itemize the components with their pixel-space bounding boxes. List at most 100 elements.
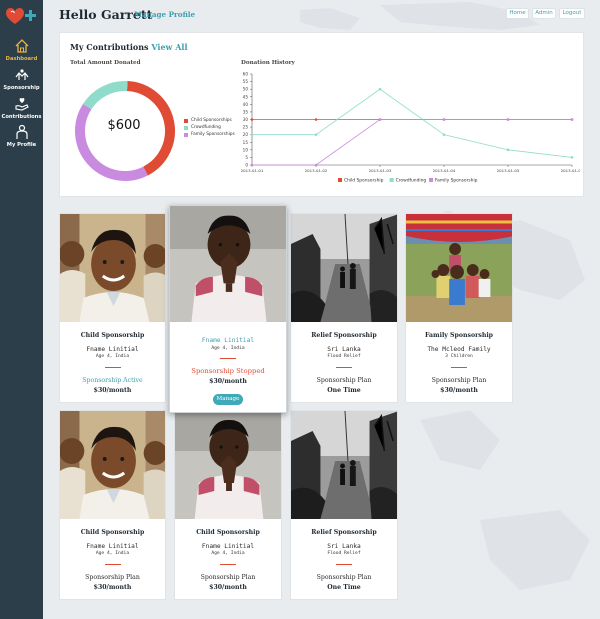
sponsorship-card[interactable]: Relief Sponsorship Sri Lanka Flood Relief S… xyxy=(290,213,398,403)
card-name: Fname Linitial xyxy=(201,543,255,550)
card-name: Fname Linitial xyxy=(86,543,139,550)
card-subtitle: Age 4, India xyxy=(95,354,130,359)
nav-home-button[interactable]: Home xyxy=(506,8,529,19)
girl-praying-photo xyxy=(175,411,281,519)
card-type: Child Sponsorship xyxy=(196,529,260,536)
card-status: Sponsorship Plan xyxy=(200,574,256,581)
data-point xyxy=(506,148,510,152)
pie-slice-child-sponsorships xyxy=(126,81,175,176)
donut-chart xyxy=(75,81,175,181)
contributions-title-text: My Contributions xyxy=(70,42,149,52)
y-tick-label: 25 xyxy=(243,125,249,130)
hands-icon xyxy=(15,69,28,80)
heart-plus-logo[interactable] xyxy=(6,8,37,26)
sponsorship-card[interactable]: Child Sponsorship Fname Linitial Age 4, In… xyxy=(59,410,166,600)
card-subtitle: Age 4, India xyxy=(95,551,130,556)
total-donated-label: Total Amount Donated xyxy=(70,60,141,66)
card-divider xyxy=(104,367,121,368)
y-tick-label: 5 xyxy=(245,155,248,160)
card-name: Fname Linitial xyxy=(201,337,255,344)
card-divider xyxy=(104,564,121,565)
card-amount: One Time xyxy=(327,387,361,394)
card-type: Relief Sponsorship xyxy=(311,332,377,339)
card-photo xyxy=(60,214,165,322)
nav-logout-button[interactable]: Logout xyxy=(559,8,585,19)
card-type: Child Sponsorship xyxy=(80,529,145,536)
card-divider xyxy=(336,564,352,565)
sidebar-item-label: Sponsorship xyxy=(3,85,40,91)
x-tick-label: 2013-01-06 xyxy=(561,168,580,173)
sidebar-item-label: Contributions xyxy=(1,114,42,120)
card-subtitle: 3 Children xyxy=(445,354,473,359)
data-point xyxy=(250,118,254,121)
card-photo xyxy=(170,206,286,322)
contributions-panel: My Contributions View All Total Amount D… xyxy=(59,32,584,197)
data-point xyxy=(442,133,446,136)
manage-button[interactable]: Manage xyxy=(213,394,243,405)
pie-slice-crowdfunding xyxy=(83,81,128,110)
legend-swatch xyxy=(429,178,434,182)
card-divider xyxy=(220,358,236,359)
series-line-family-sponsorship xyxy=(252,119,572,166)
legend-label: Child Sponsorships xyxy=(191,118,232,123)
card-name: Sri Lanka xyxy=(327,543,361,550)
donation-history-chart: 0 5 10 15 20 25 30 35 40 45 50 55 60 2013-01-01 2013-0… xyxy=(241,72,580,184)
x-tick-label: 2013-01-05 xyxy=(497,168,520,173)
y-tick-label: 50 xyxy=(243,87,249,92)
card-amount: $30/month xyxy=(209,378,247,385)
y-tick-label: 60 xyxy=(243,72,249,77)
y-tick-label: 30 xyxy=(243,117,249,122)
view-all-link[interactable]: View All xyxy=(151,42,188,52)
sponsorship-card[interactable]: Child Sponsorship Fname Linitial Age 4, In… xyxy=(174,410,282,600)
card-name: The Mcleod Family xyxy=(427,346,491,353)
legend-label: Family Sponsorships xyxy=(191,132,235,137)
sidebar-item-contributions[interactable]: Contributions xyxy=(0,96,43,120)
legend-label: Crowdfunding xyxy=(396,178,427,184)
sidebar-item-sponsorship[interactable]: Sponsorship xyxy=(0,67,43,91)
data-point xyxy=(506,118,510,121)
legend-item: Crowdfunding xyxy=(184,124,235,131)
card-name: Fname Linitial xyxy=(86,346,139,353)
girl-praying-photo xyxy=(170,206,286,322)
card-type: Child Sponsorship xyxy=(80,332,145,339)
data-point xyxy=(314,118,318,121)
y-tick-label: 45 xyxy=(243,94,249,99)
y-tick-label: 20 xyxy=(243,132,249,137)
pie-slice-family-sponsorships xyxy=(75,103,148,181)
card-photo xyxy=(175,411,281,519)
card-status: Sponsorship Active xyxy=(82,377,143,384)
card-subtitle: Age 4, India xyxy=(211,551,245,556)
boy-smiling-photo xyxy=(60,214,165,322)
manage-profile-link[interactable]: Manage Profile xyxy=(134,10,196,19)
card-divider xyxy=(220,564,236,565)
hand-heart-icon xyxy=(14,98,29,111)
y-tick-label: 10 xyxy=(243,147,249,152)
legend-swatch xyxy=(338,178,342,182)
y-tick-label: 15 xyxy=(243,140,249,145)
data-point xyxy=(442,118,446,121)
x-tick-label: 2013-01-03 xyxy=(369,168,392,173)
sidebar: Dashboard Sponsorship Contributions My P… xyxy=(0,0,43,619)
nav-admin-button[interactable]: Admin xyxy=(532,8,556,19)
x-tick-label: 2013-01-01 xyxy=(241,168,264,173)
card-amount: $30/month xyxy=(209,584,247,591)
x-tick-label: 2013-01-02 xyxy=(305,168,328,173)
data-point xyxy=(570,156,574,159)
sidebar-item-dashboard[interactable]: Dashboard xyxy=(0,38,43,62)
donut-legend: Child Sponsorships Crowdfunding Family Spo… xyxy=(184,117,235,138)
x-tick-label: 2013-01-04 xyxy=(433,168,456,173)
sponsorship-card[interactable]: Child Sponsorship Fname Linitial Age 4, In… xyxy=(59,213,166,403)
card-name: Sri Lanka xyxy=(327,346,361,353)
sidebar-item-my-profile[interactable]: My Profile xyxy=(0,124,43,148)
card-status: Sponsorship Plan xyxy=(316,377,372,384)
y-tick-label: 0 xyxy=(245,163,248,168)
legend-item: Family Sponsorships xyxy=(184,131,235,138)
sponsorship-card[interactable]: Relief Sponsorship Sri Lanka Flood Relief S… xyxy=(290,410,398,600)
sponsorship-card[interactable]: Fname Linitial Age 4, India Sponsorship St… xyxy=(169,205,287,413)
family-children-photo xyxy=(406,214,512,322)
donation-history-label: Donation History xyxy=(241,60,295,66)
data-point xyxy=(378,87,382,91)
data-point xyxy=(250,163,254,167)
sponsorship-card[interactable]: Family Sponsorship The Mcleod Family 3 Chi… xyxy=(405,213,513,403)
y-tick-label: 55 xyxy=(243,79,249,84)
